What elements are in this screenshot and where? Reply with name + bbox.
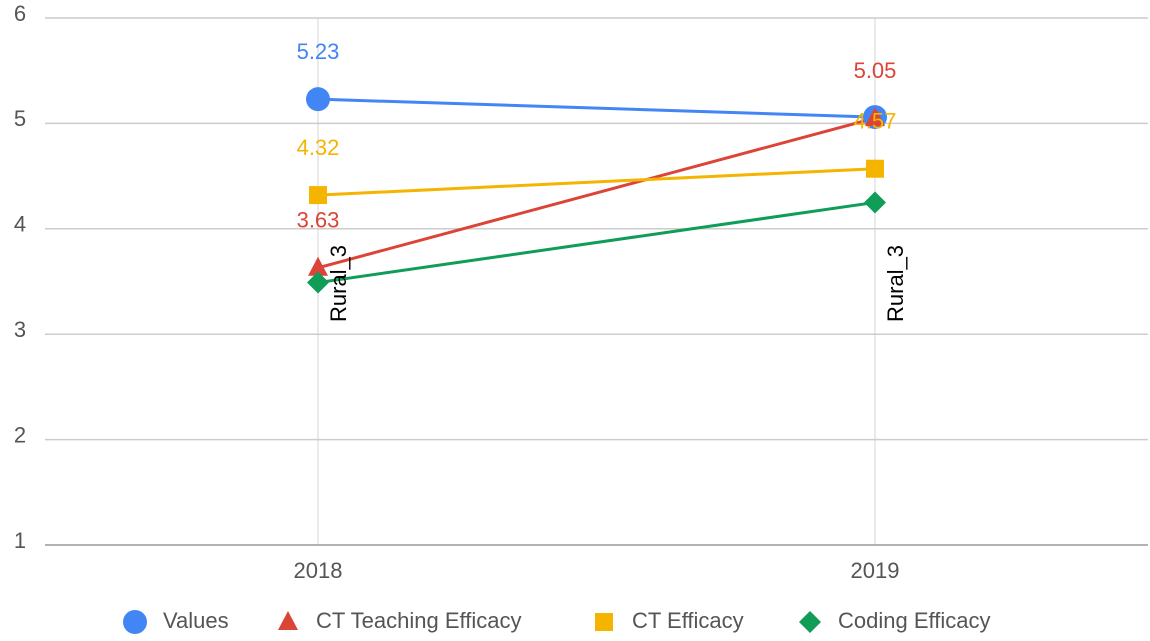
y-tick-label: 5 <box>14 106 26 131</box>
point <box>307 271 329 294</box>
legend-marker <box>595 613 613 631</box>
point <box>865 107 885 127</box>
data-label: 5.05 <box>854 58 897 83</box>
legend-label: Values <box>163 608 229 633</box>
y-tick-label: 2 <box>14 422 26 447</box>
x-tick-label: 2019 <box>851 558 900 583</box>
legend-label: Coding Efficacy <box>838 608 990 633</box>
series-line <box>317 200 876 285</box>
point <box>308 256 328 276</box>
y-tick-label: 6 <box>14 1 26 26</box>
data-label: 4.57 <box>854 109 897 134</box>
point <box>864 191 886 214</box>
point <box>306 87 330 112</box>
annotation: Rural_3 <box>883 245 908 322</box>
legend-marker <box>799 611 821 633</box>
point <box>866 159 884 178</box>
series-line <box>317 97 876 119</box>
legend-marker <box>123 610 147 634</box>
y-tick-label: 4 <box>14 212 26 237</box>
point <box>309 186 327 205</box>
legend-label: CT Efficacy <box>632 608 744 633</box>
data-label: 5.23 <box>297 39 340 64</box>
y-tick-label: 1 <box>14 528 26 553</box>
data-label: 4.32 <box>297 135 340 160</box>
legend-label: CT Teaching Efficacy <box>316 608 521 633</box>
series-line <box>317 116 876 270</box>
x-tick-label: 2018 <box>294 558 343 583</box>
y-tick-label: 3 <box>14 317 26 342</box>
series-line <box>317 167 876 197</box>
legend-marker <box>278 611 298 630</box>
annotation: Rural_3 <box>326 245 351 322</box>
data-label: 3.63 <box>297 208 340 233</box>
